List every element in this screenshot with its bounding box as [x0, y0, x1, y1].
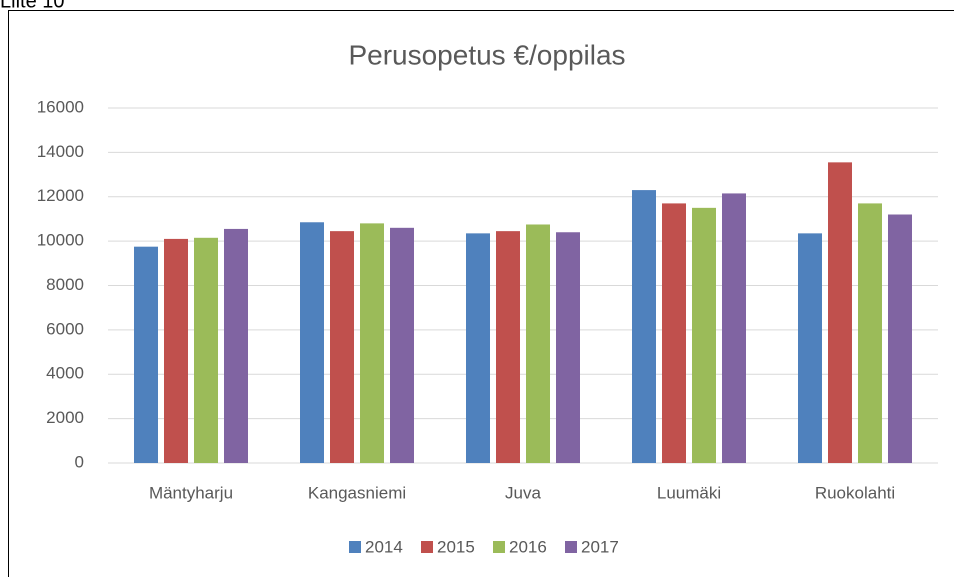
bar — [556, 232, 580, 463]
y-tick-label: 0 — [75, 452, 84, 471]
bar — [164, 238, 188, 463]
page-title: Liite 10 — [0, 0, 65, 12]
legend-swatch — [349, 541, 361, 553]
chart-title: Perusopetus €/oppilas — [348, 39, 625, 70]
y-tick-label: 2000 — [46, 408, 84, 427]
bar — [662, 203, 686, 463]
bar — [300, 222, 324, 463]
x-tick-label: Kangasniemi — [308, 483, 406, 502]
y-tick-label: 16000 — [37, 97, 84, 116]
bar — [496, 231, 520, 463]
bar — [194, 237, 218, 463]
y-tick-label: 8000 — [46, 275, 84, 294]
chart-border — [8, 10, 954, 577]
bar — [798, 233, 822, 463]
bar — [466, 233, 490, 463]
x-tick-label: Ruokolahti — [815, 483, 895, 502]
bar — [330, 231, 354, 463]
y-tick-label: 6000 — [46, 319, 84, 338]
legend-label: 2015 — [437, 537, 475, 556]
bar — [526, 224, 550, 463]
legend-label: 2017 — [581, 537, 619, 556]
legend-label: 2016 — [509, 537, 547, 556]
bar — [224, 228, 248, 463]
bar — [692, 207, 716, 463]
y-tick-label: 14000 — [37, 142, 84, 161]
bar — [888, 214, 912, 463]
legend-label: 2014 — [365, 537, 403, 556]
x-tick-label: Juva — [505, 483, 541, 502]
y-tick-label: 10000 — [37, 231, 84, 250]
legend-swatch — [493, 541, 505, 553]
y-tick-label: 4000 — [46, 364, 84, 383]
bar — [360, 223, 384, 463]
bar — [722, 193, 746, 463]
bar — [134, 246, 158, 463]
legend-swatch — [565, 541, 577, 553]
bar — [632, 190, 656, 463]
bar — [858, 203, 882, 463]
x-tick-label: Mäntyharju — [149, 483, 233, 502]
bar — [390, 227, 414, 463]
bar — [828, 162, 852, 463]
legend-swatch — [421, 541, 433, 553]
y-tick-label: 12000 — [37, 186, 84, 205]
x-tick-label: Luumäki — [657, 483, 721, 502]
